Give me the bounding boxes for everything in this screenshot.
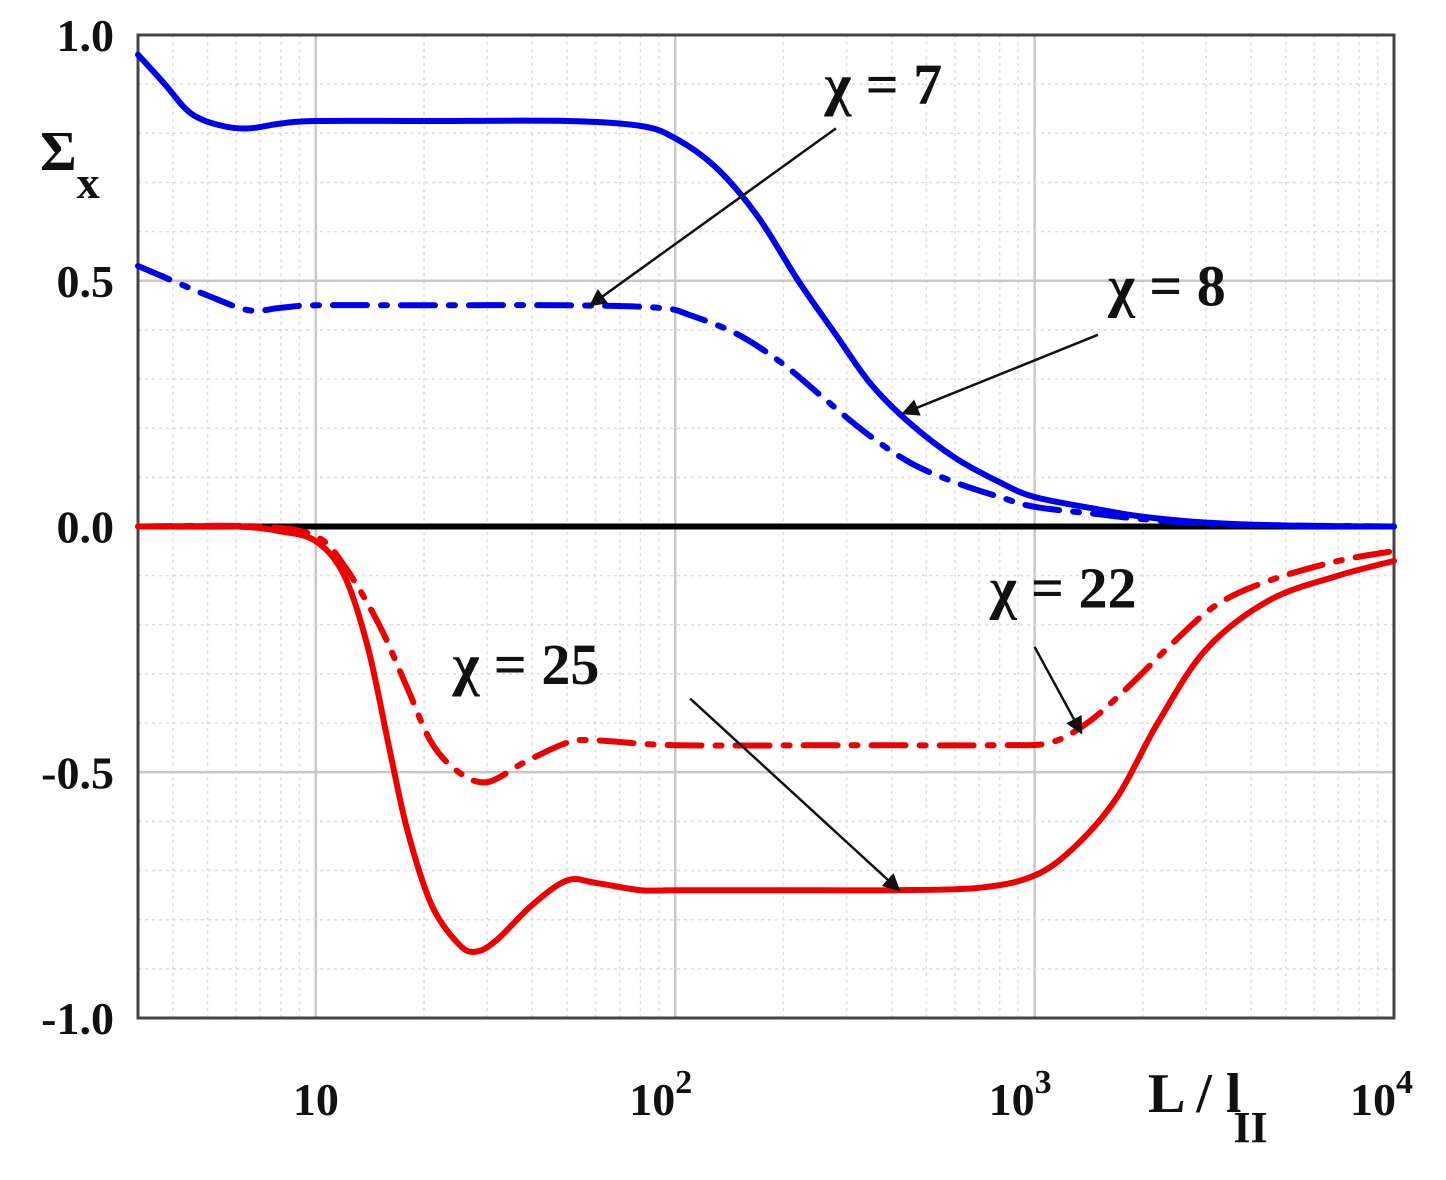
x-tick-label: 10 (293, 1074, 339, 1125)
annotation-arrow (689, 697, 901, 892)
y-tick-labels: 1.0 0.5 0.0 -0.5 -1.0 (41, 10, 114, 1044)
x-tick-label: 102 (629, 1064, 692, 1125)
annotation-label: χ = 22 (989, 556, 1137, 621)
x-tick-label: 104 (1350, 1064, 1413, 1125)
annotation-arrow (588, 127, 837, 307)
y-axis-label-sub: x (77, 157, 100, 208)
x-axis-label-main: L / l (1148, 1063, 1241, 1125)
annotation-label: χ = 8 (1107, 253, 1226, 318)
annotation-arrow (901, 333, 1099, 416)
series-line-3 (135, 523, 1397, 955)
x-axis-label-sub: II (1233, 1103, 1267, 1152)
annotation-arrows (588, 127, 1099, 892)
y-tick-label: -0.5 (41, 747, 114, 798)
annotation-label: χ = 7 (823, 52, 942, 117)
series-line-1 (135, 51, 1397, 530)
y-tick-label: -1.0 (41, 993, 114, 1044)
series-line-4 (135, 522, 1397, 786)
x-tick-labels: 10 102 103 104 (293, 1064, 1413, 1125)
series-group (135, 51, 1397, 955)
y-tick-label: 0.5 (57, 256, 115, 307)
annotations: χ = 7 χ = 8 χ = 22 χ = 25 (451, 52, 1225, 697)
y-tick-label: 0.0 (57, 502, 115, 553)
series-line-2 (135, 263, 1397, 530)
annotation-arrow (1033, 646, 1083, 735)
x-tick-label: 103 (989, 1064, 1052, 1125)
y-axis-label-main: Σ (40, 121, 77, 183)
y-tick-label: 1.0 (57, 10, 115, 61)
annotation-label: χ = 25 (451, 632, 599, 697)
x-axis-label: L / l II (1148, 1063, 1268, 1152)
y-axis-label: Σx (40, 121, 100, 208)
